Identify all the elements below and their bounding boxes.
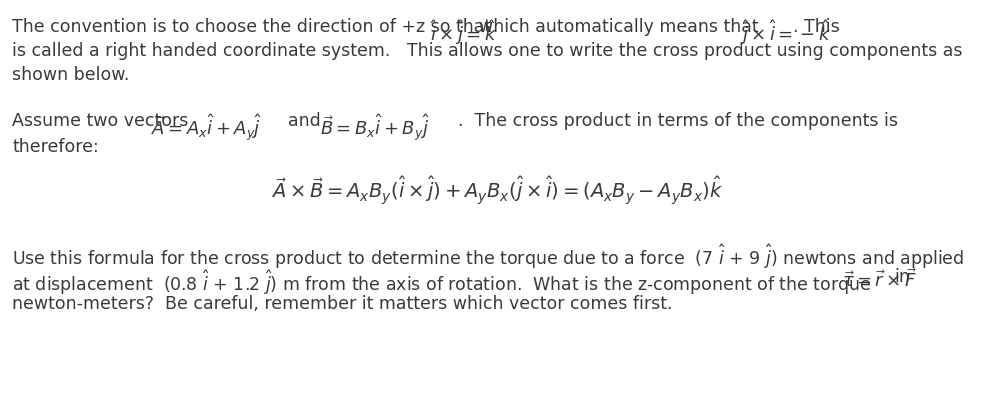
Text: is called a right handed coordinate system.   This allows one to write the cross: is called a right handed coordinate syst… [12, 42, 962, 60]
Text: newton-meters?  Be careful, remember it matters which vector comes first.: newton-meters? Be careful, remember it m… [12, 295, 673, 313]
Text: The convention is to choose the direction of +z so that: The convention is to choose the directio… [12, 18, 497, 36]
Text: $\hat{i}\times\hat{j}=\hat{k}$: $\hat{i}\times\hat{j}=\hat{k}$ [430, 18, 498, 47]
Text: therefore:: therefore: [12, 138, 99, 156]
Text: $\hat{j}\times\hat{i}=-\hat{k}$: $\hat{j}\times\hat{i}=-\hat{k}$ [740, 18, 831, 47]
Text: .  The cross product in terms of the components is: . The cross product in terms of the comp… [458, 112, 898, 130]
Text: at displacement  (0.8 $\hat{i}$ + 1.2 $\hat{j}$) m from the axis of rotation.  W: at displacement (0.8 $\hat{i}$ + 1.2 $\h… [12, 268, 872, 297]
Text: in: in [894, 268, 910, 286]
Text: Use this formula for the cross product to determine the torque due to a force  (: Use this formula for the cross product t… [12, 242, 964, 271]
Text: $\vec{B}=B_x\hat{i}+B_y\hat{j}$: $\vec{B}=B_x\hat{i}+B_y\hat{j}$ [320, 112, 430, 143]
Text: and: and [288, 112, 326, 130]
Text: . This: . This [793, 18, 839, 36]
Text: which automatically means that: which automatically means that [479, 18, 764, 36]
Text: $\vec{A}\times\vec{B}=A_xB_y(\hat{i}\times\hat{j})+A_yB_x(\hat{j}\times\hat{i})=: $\vec{A}\times\vec{B}=A_xB_y(\hat{i}\tim… [271, 175, 723, 208]
Text: $\vec{\tau}=\vec{r}\times\vec{F}$: $\vec{\tau}=\vec{r}\times\vec{F}$ [842, 268, 917, 291]
Text: Assume two vectors: Assume two vectors [12, 112, 193, 130]
Text: $\vec{A}=A_x\hat{i}+A_y\hat{j}$: $\vec{A}=A_x\hat{i}+A_y\hat{j}$ [151, 112, 262, 143]
Text: shown below.: shown below. [12, 66, 130, 84]
